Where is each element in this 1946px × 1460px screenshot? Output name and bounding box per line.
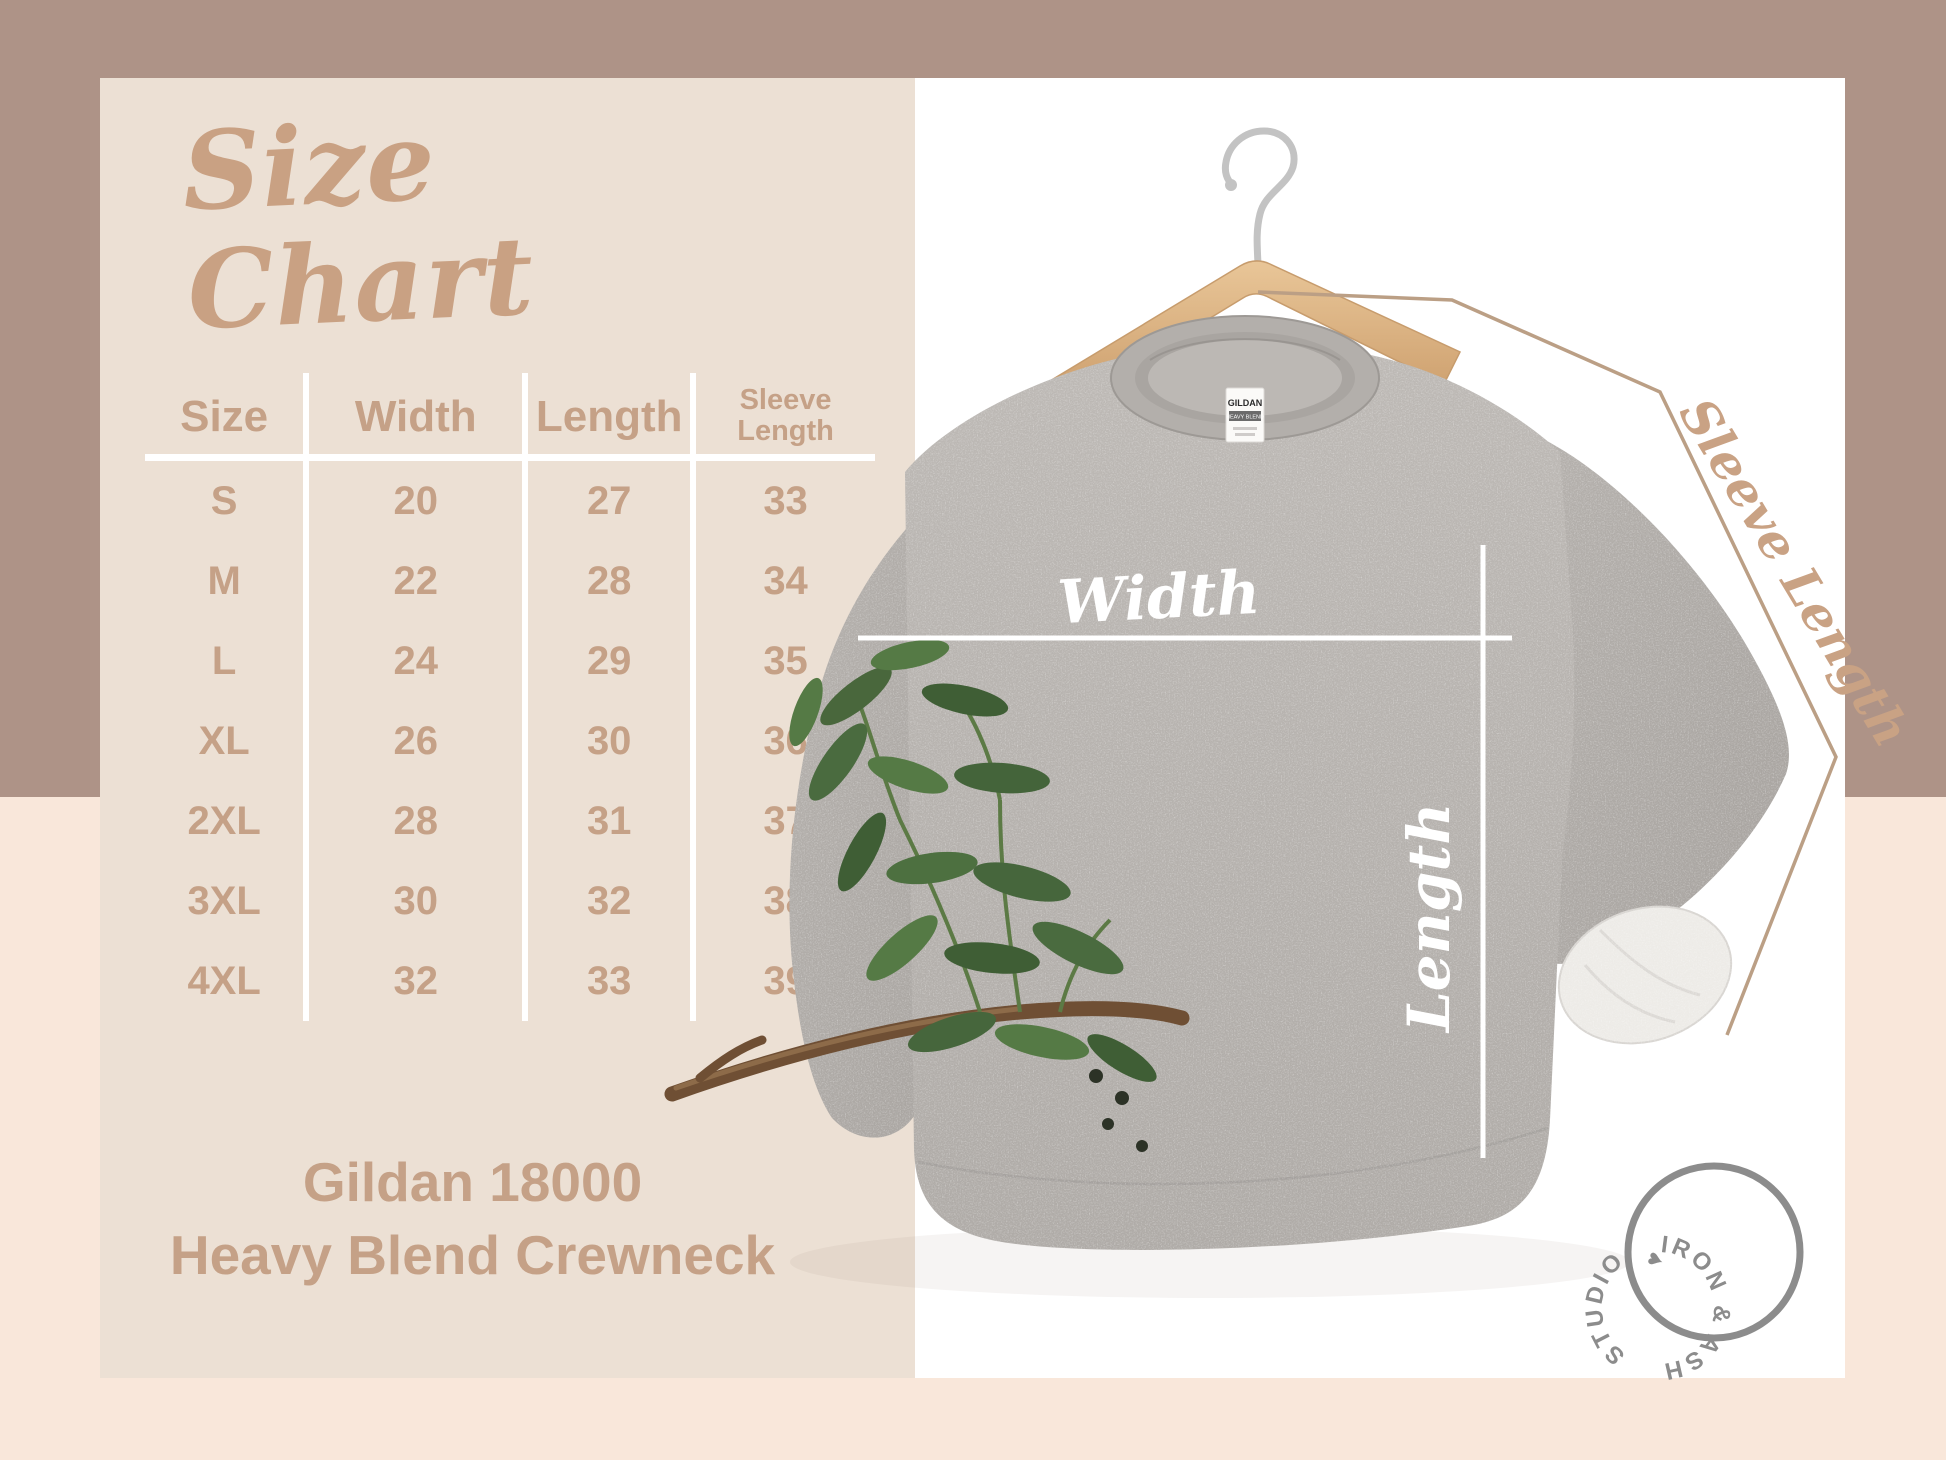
product-name: Gildan 18000 Heavy Blend Crewneck xyxy=(100,1146,845,1291)
width-cell: 32 xyxy=(309,941,529,1021)
width-cell: 30 xyxy=(309,861,529,941)
width-cell: 20 xyxy=(309,461,529,541)
size-table: Size Width Length Sleeve Length S 20 27 33 M… xyxy=(145,373,875,1021)
column-header-sleeve-length: Sleeve Length xyxy=(696,373,875,461)
product-name-line1: Gildan 18000 xyxy=(302,1151,643,1213)
sleeve-length-cell: 33 xyxy=(763,478,808,523)
length-cell: 29 xyxy=(528,621,697,701)
length-cell: 31 xyxy=(528,781,697,861)
sleeve-length-cell: 34 xyxy=(763,558,808,603)
width-cell: 22 xyxy=(309,541,529,621)
width-cell: 26 xyxy=(309,701,529,781)
sleeve-length-cell: 36 xyxy=(763,718,808,763)
column-header-width: Width xyxy=(309,373,529,461)
column-header-size: Size xyxy=(145,373,310,461)
size-cell: 3XL xyxy=(145,861,310,941)
photo-panel xyxy=(915,78,1845,1378)
sleeve-length-cell: 37 xyxy=(763,798,808,843)
column-header-length: Length xyxy=(528,373,697,461)
length-cell: 33 xyxy=(528,941,697,1021)
content-card: Size Chart Size Width Length Sleeve Leng… xyxy=(100,78,1845,1378)
width-cell: 24 xyxy=(309,621,529,701)
size-cell: XL xyxy=(145,701,310,781)
width-cell: 28 xyxy=(309,781,529,861)
sleeve-length-cell: 39 xyxy=(763,958,808,1003)
page-title: Size Chart xyxy=(179,98,537,355)
sleeve-length-cell: 35 xyxy=(763,638,808,683)
size-cell: L xyxy=(145,621,310,701)
size-cell: M xyxy=(145,541,310,621)
sleeve-length-cell: 38 xyxy=(763,878,808,923)
product-name-line2: Heavy Blend Crewneck xyxy=(169,1223,776,1286)
length-cell: 27 xyxy=(528,461,697,541)
size-cell: 2XL xyxy=(145,781,310,861)
length-cell: 28 xyxy=(528,541,697,621)
size-cell: S xyxy=(145,461,310,541)
length-cell: 30 xyxy=(528,701,697,781)
length-cell: 32 xyxy=(528,861,697,941)
size-cell: 4XL xyxy=(145,941,310,1021)
